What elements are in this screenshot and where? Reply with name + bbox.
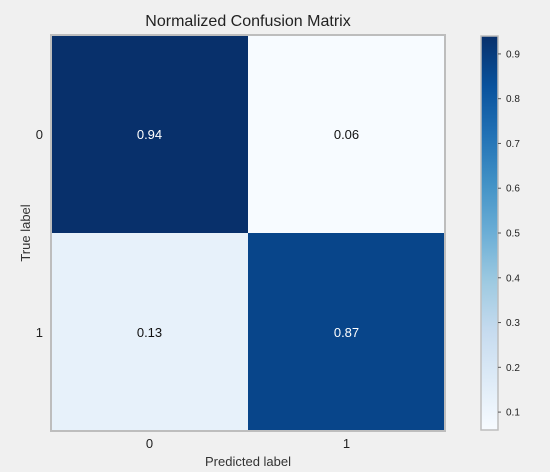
- y-tick-1: 1: [36, 325, 43, 340]
- colorbar-tick-0.2: 0.2: [506, 363, 520, 374]
- cell-value-0-1: 0.06: [334, 127, 359, 142]
- colorbar-tick-0.8: 0.8: [506, 94, 520, 105]
- colorbar-tick-labels: 0.1 0.2 0.3 0.4 0.5 0.6 0.7 0.8 0.9: [498, 49, 520, 419]
- colorbar-tick-0.9: 0.9: [506, 49, 520, 60]
- x-tick-1: 1: [343, 436, 350, 451]
- cell-value-0-0: 0.94: [137, 127, 162, 142]
- matrix-frame: [50, 34, 446, 432]
- x-tick-0: 0: [146, 436, 153, 451]
- y-axis-label: True label: [18, 204, 33, 261]
- y-tick-0: 0: [36, 127, 43, 142]
- y-tick-labels: 01: [36, 127, 43, 340]
- colorbar-tick-0.7: 0.7: [506, 139, 520, 150]
- chart-title: Normalized Confusion Matrix: [145, 13, 350, 30]
- colorbar-tick-0.6: 0.6: [506, 184, 520, 195]
- cell-1-1: [248, 233, 445, 431]
- cell-1-0: [51, 233, 248, 431]
- colorbar-tick-0.1: 0.1: [506, 408, 520, 419]
- cell-value-1-0: 0.13: [137, 325, 162, 340]
- x-axis-label: Predicted label: [205, 454, 291, 469]
- matrix-cells: 0.94 0.06 0.13 0.87: [51, 35, 445, 431]
- colorbar: [480, 35, 499, 431]
- colorbar-tick-0.4: 0.4: [506, 273, 520, 284]
- cell-value-1-1: 0.87: [334, 325, 359, 340]
- cell-0-1: [248, 35, 445, 233]
- colorbar-tick-0.3: 0.3: [506, 318, 520, 329]
- colorbar-tick-0.5: 0.5: [506, 229, 520, 240]
- cell-0-0: [51, 35, 248, 233]
